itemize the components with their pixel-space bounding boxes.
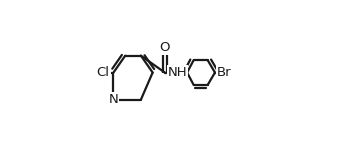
- Text: Cl: Cl: [97, 66, 110, 79]
- Text: O: O: [160, 41, 170, 54]
- Text: N: N: [108, 93, 118, 106]
- Text: Br: Br: [217, 66, 232, 79]
- Text: NH: NH: [168, 66, 187, 79]
